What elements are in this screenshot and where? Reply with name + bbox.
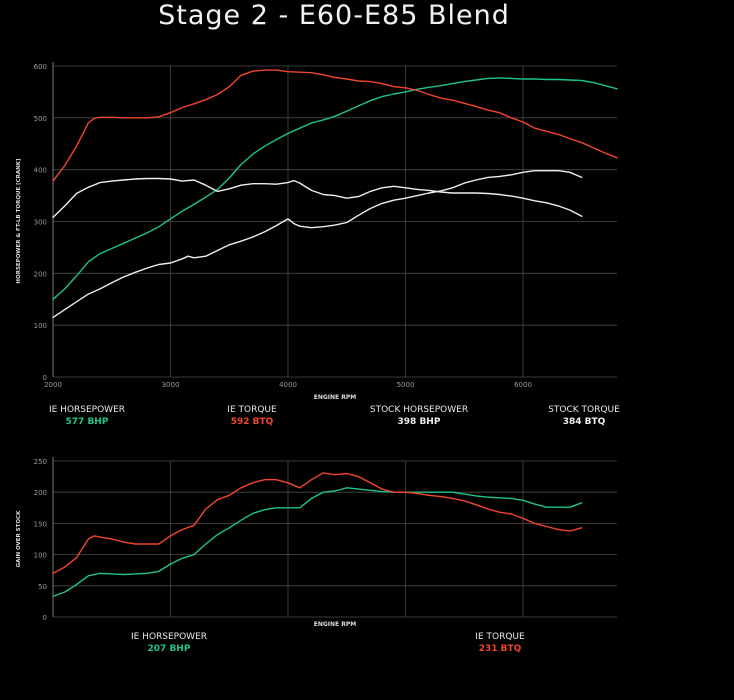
legend-label: STOCK TORQUE <box>548 405 620 415</box>
legend-value: 231 BTQ <box>478 644 522 654</box>
x-tick-label: 5000 <box>397 381 415 389</box>
legend-bottom-ie-horsepower: IE HORSEPOWER 207 BHP <box>110 631 228 655</box>
y-tick-label: 0 <box>43 374 47 382</box>
y-tick-label: 600 <box>34 63 47 71</box>
legend-value: 384 BTQ <box>562 417 606 427</box>
y-tick-label: 300 <box>34 219 47 227</box>
y-axis-label: HORSEPOWER & FT-LB TORQUE [CRANK] <box>16 158 22 284</box>
legend-top-ie-horsepower: IE HORSEPOWER 577 BHP <box>28 404 146 428</box>
y-tick-label: 50 <box>38 583 47 591</box>
legend-top-stock-torque: STOCK TORQUE 384 BTQ <box>532 404 636 428</box>
y-axis-label: GAIN OVER STOCK <box>16 510 22 567</box>
y-tick-label: 400 <box>34 167 47 175</box>
y-tick-label: 150 <box>34 520 47 528</box>
legend-value: 592 BTQ <box>230 417 274 427</box>
x-axis-label: ENGINE RPM <box>314 394 357 401</box>
legend-label: STOCK HORSEPOWER <box>369 405 469 415</box>
x-tick-label: 4000 <box>279 381 297 389</box>
legend-label: IE HORSEPOWER <box>48 405 126 415</box>
series-line-ie-torque <box>52 472 583 574</box>
legend-value: 577 BHP <box>65 417 109 427</box>
y-tick-label: 100 <box>34 322 47 330</box>
y-tick-label: 200 <box>34 489 47 497</box>
y-tick-label: 500 <box>34 115 47 123</box>
y-tick-label: 200 <box>34 270 47 278</box>
x-axis-label: ENGINE RPM <box>314 621 357 628</box>
chart-title: Stage 2 - E60-E85 Blend <box>158 0 510 31</box>
legend-value: 398 BHP <box>397 417 441 427</box>
legend-bottom-ie-torque: IE TORQUE 231 BTQ <box>450 631 550 655</box>
x-tick-label: 3000 <box>162 381 180 389</box>
series-line-ie-horsepower <box>52 77 618 300</box>
legend-value: 207 BHP <box>147 644 191 654</box>
series-line-stock-torque <box>52 177 583 219</box>
legend-label: IE TORQUE <box>227 405 277 415</box>
y-tick-label: 250 <box>34 458 47 466</box>
series-line-ie-torque <box>52 69 618 182</box>
x-tick-label: 2000 <box>44 381 62 389</box>
legend-top-ie-torque: IE TORQUE 592 BTQ <box>202 404 302 428</box>
series-line-ie-horsepower <box>52 487 583 598</box>
series-line-stock-horsepower <box>52 169 583 319</box>
x-tick-label: 6000 <box>514 381 532 389</box>
legend-label: IE TORQUE <box>475 632 525 642</box>
legend-label: IE HORSEPOWER <box>130 632 208 642</box>
y-tick-label: 100 <box>34 552 47 560</box>
y-tick-label: 0 <box>43 614 47 622</box>
legend-top-stock-horsepower: STOCK HORSEPOWER 398 BHP <box>360 404 478 428</box>
